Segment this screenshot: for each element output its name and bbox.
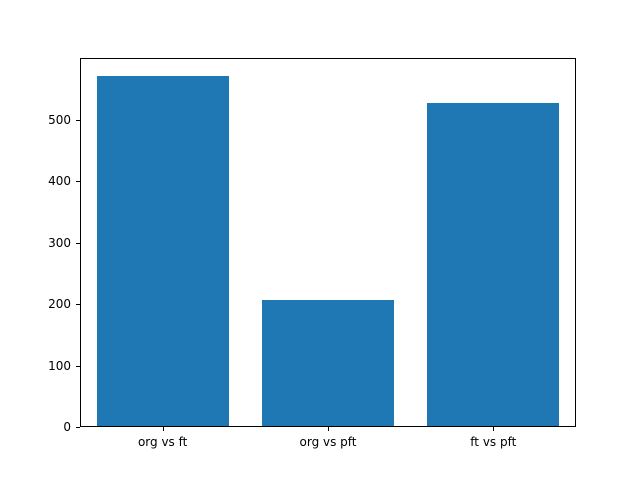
y-tick-mark <box>76 119 80 121</box>
y-tick-mark <box>76 181 80 182</box>
y-tick-mark <box>76 427 80 428</box>
y-tick-label: 500 <box>48 112 71 127</box>
x-tick-mark <box>328 427 329 431</box>
y-tick-label: 400 <box>48 174 71 188</box>
x-tick-label: org vs pft <box>299 435 357 449</box>
y-tick-mark <box>76 365 80 367</box>
y-tick-label: 300 <box>48 235 71 250</box>
bar-ft-vs-pft <box>427 102 560 426</box>
x-tick-label: org vs ft <box>137 435 188 449</box>
bar-org-vs-ft <box>96 76 229 426</box>
x-tick-label: ft vs pft <box>470 435 517 449</box>
y-tick-mark <box>76 304 80 305</box>
y-tick-mark <box>76 242 80 244</box>
x-tick-mark <box>162 427 164 431</box>
x-tick-mark <box>493 427 495 431</box>
y-tick-label: 100 <box>48 358 71 373</box>
y-tick-label: 200 <box>48 297 71 311</box>
y-tick-label: 0 <box>63 420 71 434</box>
bar-org-vs-pft <box>261 299 395 426</box>
